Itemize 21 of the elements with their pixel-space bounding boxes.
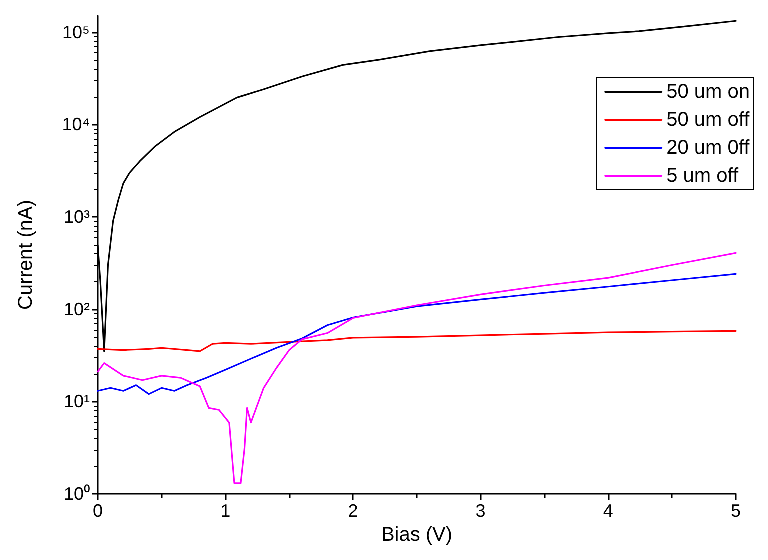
x-axis-title: Bias (V): [381, 524, 453, 546]
x-tick-label: 4: [603, 501, 614, 521]
x-tick-label: 5: [730, 501, 742, 521]
y-tick-label: 10³: [64, 206, 90, 227]
line-series: [97, 252, 737, 484]
x-tick-label: 3: [476, 501, 486, 521]
legend-label: 50 um off: [666, 109, 750, 131]
line-series: [97, 273, 737, 396]
legend-label: 50 um on: [666, 81, 750, 103]
y-tick-label: 10¹: [64, 392, 90, 412]
x-tick-label: 0: [92, 501, 104, 521]
y-tick-label: 10⁵: [62, 22, 90, 42]
legend-label: 20 um 0ff: [666, 137, 750, 159]
y-axis-title: Current (nA): [15, 200, 37, 310]
x-tick-label: 2: [348, 501, 358, 521]
y-tick-label: 10⁰: [64, 484, 90, 504]
legend-label: 5 um off: [666, 165, 739, 187]
x-tick-label: 1: [220, 501, 231, 521]
y-tick-label: 10⁴: [62, 114, 90, 135]
line-series: [97, 330, 737, 352]
y-tick-label: 10²: [64, 299, 90, 320]
